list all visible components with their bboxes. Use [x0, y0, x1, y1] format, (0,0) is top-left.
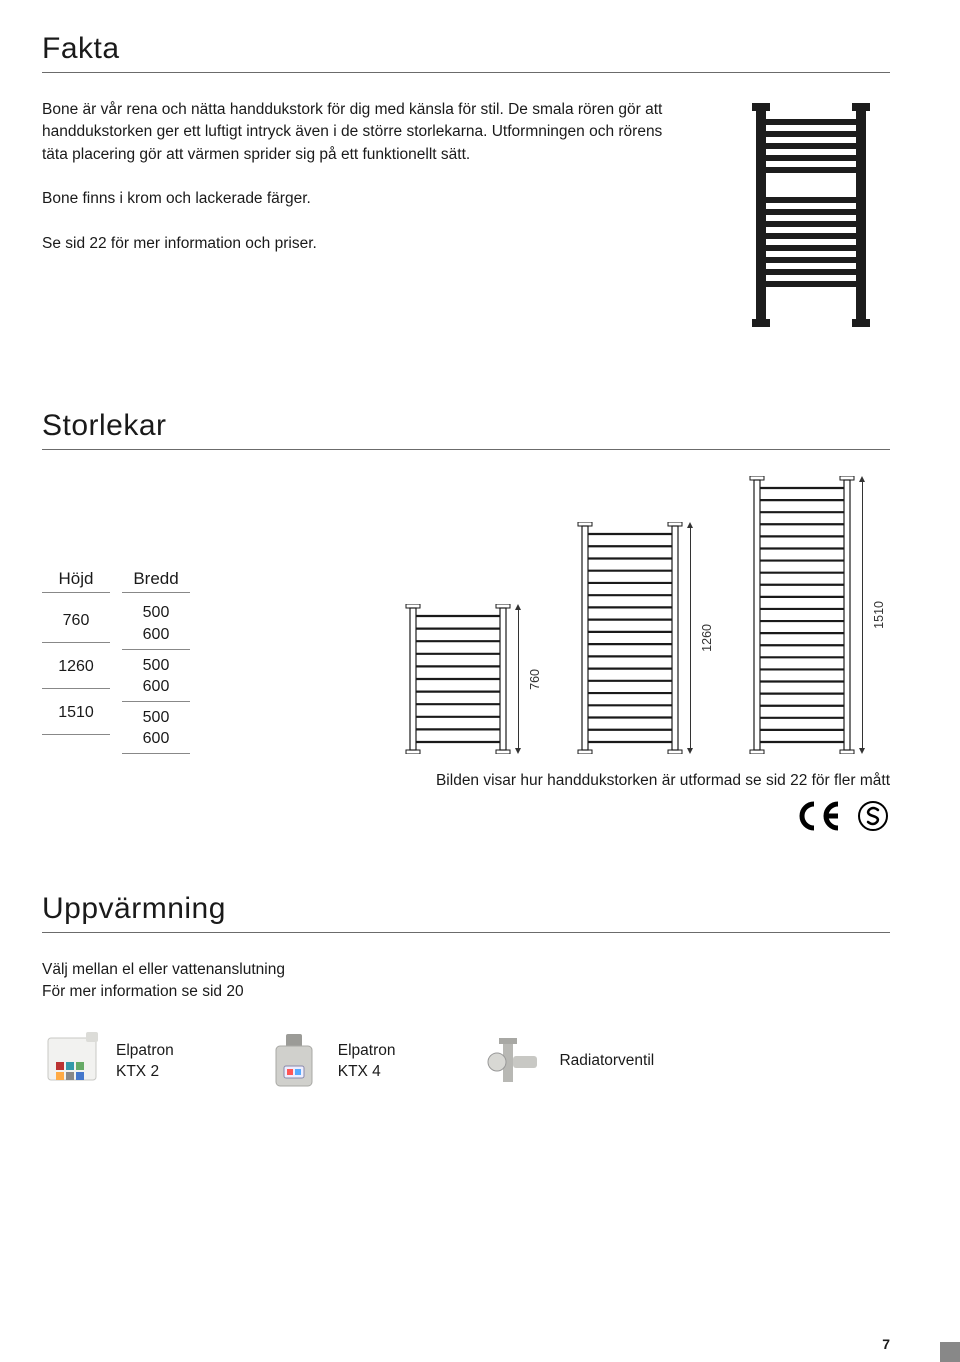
acc-ktx2-label: Elpatron KTX 2 — [116, 1041, 174, 1083]
ktx4-icon — [264, 1032, 324, 1092]
upp-rule — [42, 932, 890, 933]
cell-b-0: 500 600 — [122, 597, 190, 649]
cert-row — [42, 800, 890, 832]
acc-ktx2: Elpatron KTX 2 — [42, 1032, 174, 1092]
fakta-text: Bone är vår rena och nätta handdukstork … — [42, 99, 676, 331]
diagram-caption: Bilden visar hur handdukstorken är utfor… — [42, 772, 890, 790]
storlekar-rule — [42, 449, 890, 450]
acc-ktx4-label: Elpatron KTX 4 — [338, 1041, 396, 1083]
ktx2-icon — [42, 1032, 102, 1092]
th-hojd: Höjd — [42, 569, 110, 593]
fakta-p1: Bone är vår rena och nätta handdukstork … — [42, 99, 676, 166]
cell-b-2: 500 600 — [122, 702, 190, 754]
s-mark-icon — [856, 800, 890, 832]
acc-radiatorventil-label: Radiatorventil — [559, 1051, 654, 1072]
fakta-p3: Se sid 22 för mer information och priser… — [42, 233, 676, 255]
storlekar-heading: Storlekar — [42, 409, 890, 443]
cell-h-0: 760 — [42, 597, 110, 643]
dim-label-1510: 1510 — [872, 601, 886, 629]
fakta-rule — [42, 72, 890, 73]
diagram-1260: 1260 — [574, 522, 718, 754]
ce-mark-icon — [794, 800, 848, 832]
cell-b-1: 500 600 — [122, 650, 190, 702]
upp-l2: För mer information se sid 20 — [42, 981, 890, 1003]
storlekar-body: Höjd 760 1260 1510 Bredd 500 600 500 600… — [42, 476, 890, 754]
th-bredd: Bredd — [122, 569, 190, 593]
upp-heading: Uppvärmning — [42, 892, 890, 926]
acc-ktx4: Elpatron KTX 4 — [264, 1032, 396, 1092]
accessories: Elpatron KTX 2 Elpatron KTX 4 — [42, 1032, 890, 1092]
dim-label-1260: 1260 — [700, 624, 714, 652]
radiatorventil-icon — [485, 1032, 545, 1092]
page-number: 7 — [882, 1336, 890, 1352]
size-table: Höjd 760 1260 1510 Bredd 500 600 500 600… — [42, 569, 190, 754]
cell-h-1: 1260 — [42, 643, 110, 689]
cell-h-2: 1510 — [42, 689, 110, 735]
size-col-hojd: Höjd 760 1260 1510 — [42, 569, 110, 754]
fakta-heading: Fakta — [42, 32, 890, 66]
diagram-760: 760 — [402, 604, 546, 754]
upp-lead: Välj mellan el eller vattenanslutning Fö… — [42, 959, 890, 1004]
dim-label-760: 760 — [528, 669, 542, 690]
acc-radiatorventil: Radiatorventil — [485, 1032, 654, 1092]
footer-corner — [940, 1342, 960, 1362]
diagrams: 760 1260 1510 — [228, 476, 890, 754]
product-photo — [736, 99, 886, 331]
size-col-bredd: Bredd 500 600 500 600 500 600 — [122, 569, 190, 754]
fakta-p2: Bone finns i krom och lackerade färger. — [42, 188, 676, 210]
diagram-1510: 1510 — [746, 476, 890, 754]
fakta-row: Bone är vår rena och nätta handdukstork … — [42, 99, 890, 331]
upp-l1: Välj mellan el eller vattenanslutning — [42, 959, 890, 981]
